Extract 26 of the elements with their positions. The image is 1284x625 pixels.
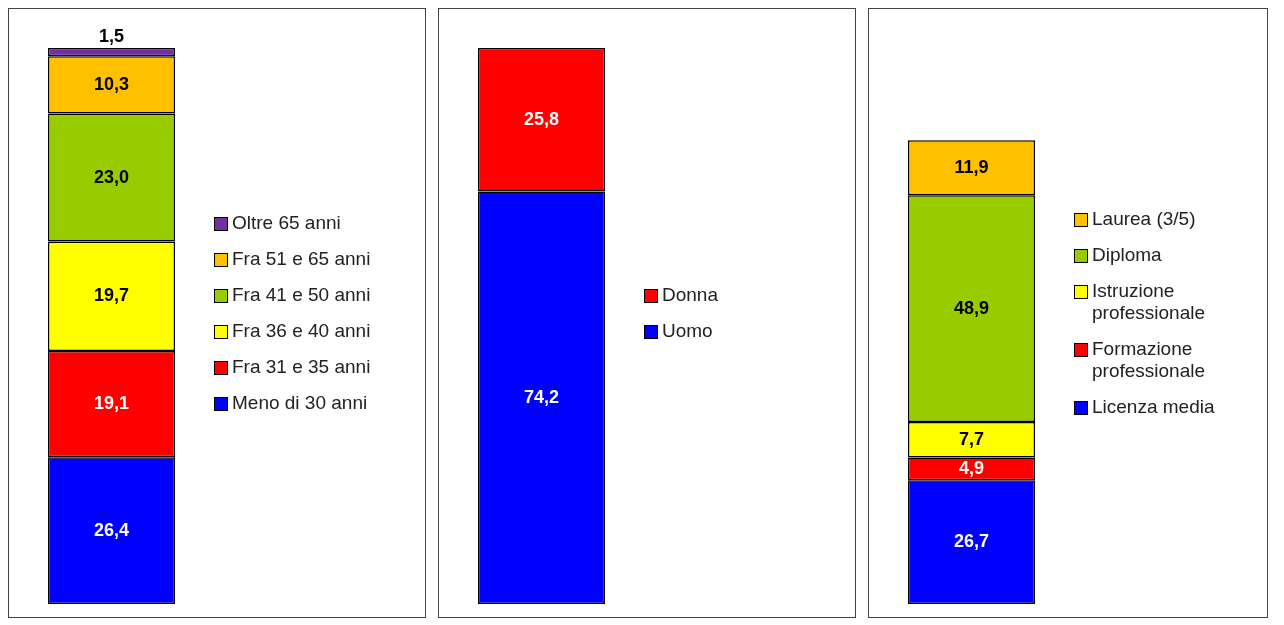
data-label: 26,4 <box>93 519 130 540</box>
legend-label: Laurea (3/5) <box>1092 208 1196 230</box>
data-label: 26,7 <box>953 531 990 552</box>
legend-label: Fra 31 e 35 anni <box>232 356 371 378</box>
legend-label: Formazione professionale <box>1092 338 1207 382</box>
data-label: 10,3 <box>93 73 130 94</box>
text: Uomo <box>662 320 713 342</box>
data-label: 25,8 <box>523 108 560 129</box>
legend-label: Fra 51 e 65 anni <box>232 248 371 270</box>
text: Diploma <box>1092 244 1162 266</box>
data-label: 19,7 <box>93 285 130 306</box>
data-label: 74,2 <box>523 386 560 407</box>
text: Meno di 30 anni <box>232 392 368 414</box>
data-label: 1,5 <box>98 25 125 46</box>
legend-label: Donna <box>662 284 718 306</box>
data-label: 23,0 <box>93 166 130 187</box>
data-label: 4,9 <box>958 457 985 478</box>
legend-label: Fra 36 e 40 anni <box>232 320 371 342</box>
legend-label: Licenza media <box>1092 396 1215 418</box>
legend-label: Fra 41 e 50 anni <box>232 284 371 306</box>
legend-label: Oltre 65 anni <box>232 212 341 234</box>
data-label: 19,1 <box>93 393 130 414</box>
data-label: 11,9 <box>954 156 989 177</box>
data-label: 7,7 <box>958 428 985 449</box>
data-label: 48,9 <box>953 297 990 318</box>
legend-label: Istruzione professionale <box>1092 280 1207 324</box>
